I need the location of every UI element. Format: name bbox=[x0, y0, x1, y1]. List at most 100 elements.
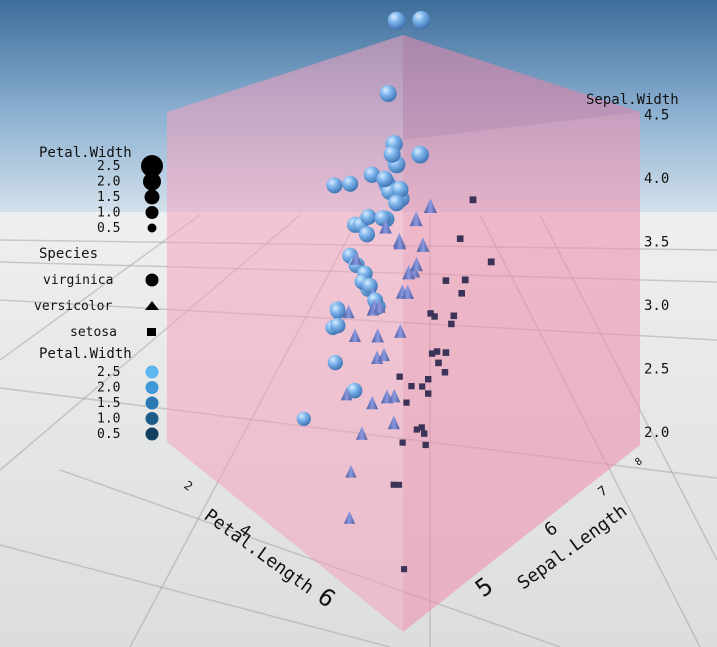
legend-color-label: 2.0 bbox=[97, 381, 120, 396]
legend-cone-icon bbox=[145, 301, 159, 310]
setosa-cube-point bbox=[442, 349, 450, 356]
virginica-sphere-point bbox=[360, 208, 377, 225]
setosa-cube-point bbox=[422, 441, 429, 449]
legend-size-marker bbox=[145, 206, 159, 219]
versicolor-cone-point bbox=[371, 328, 384, 343]
versicolor-cone-point bbox=[393, 235, 407, 250]
versicolor-cone-point bbox=[356, 426, 368, 440]
setosa-cube-point bbox=[427, 310, 434, 317]
setosa-cube-point bbox=[399, 439, 406, 446]
setosa-cube-point bbox=[487, 258, 495, 266]
legend-color-marker bbox=[145, 412, 159, 425]
virginica-sphere-point bbox=[326, 177, 343, 194]
setosa-cube-point bbox=[401, 566, 408, 573]
y-tick-label: 2.0 bbox=[644, 425, 669, 441]
legend-color-marker bbox=[145, 365, 159, 379]
legend-size-label: 0.5 bbox=[97, 221, 120, 236]
setosa-cube-point bbox=[441, 369, 449, 376]
versicolor-cone-point bbox=[342, 304, 355, 319]
virginica-sphere-point bbox=[391, 180, 409, 198]
y-axis-ticks: 2.0 2.5 3.0 3.5 4.0 4.5 bbox=[644, 108, 669, 442]
y-axis-label: Sepal.Width bbox=[586, 92, 679, 108]
virginica-sphere-point bbox=[379, 85, 397, 102]
setosa-cube-point bbox=[403, 399, 410, 406]
legend-color-label: 0.5 bbox=[97, 427, 120, 442]
virginica-sphere-point bbox=[330, 303, 346, 319]
versicolor-cone-point bbox=[402, 264, 416, 280]
setosa-cube-point bbox=[425, 390, 432, 397]
versicolor-cone-point bbox=[394, 323, 407, 338]
setosa-cube-point bbox=[433, 348, 441, 355]
floor-grid-line bbox=[0, 544, 391, 647]
virginica-sphere-point bbox=[330, 317, 346, 334]
versicolor-cone-point bbox=[345, 464, 357, 478]
versicolor-cone-point bbox=[343, 511, 356, 524]
setosa-cube-point bbox=[450, 312, 458, 320]
setosa-cube-point bbox=[390, 481, 397, 488]
z-tick-label: 8 bbox=[633, 456, 644, 468]
virginica-sphere-point bbox=[296, 411, 311, 426]
legend-title-size: Petal.Width bbox=[39, 145, 132, 161]
virginica-sphere-point bbox=[346, 382, 363, 399]
setosa-cube-point bbox=[428, 350, 436, 357]
floor-grid-line bbox=[0, 214, 201, 361]
versicolor-cone-point bbox=[423, 198, 437, 213]
versicolor-cone-point bbox=[366, 395, 379, 410]
virginica-sphere-point bbox=[383, 145, 401, 163]
setosa-cube-point bbox=[425, 376, 432, 383]
legend-species-label: setosa bbox=[70, 325, 117, 340]
setosa-cube-point bbox=[461, 276, 469, 284]
versicolor-cone-point bbox=[388, 388, 401, 403]
versicolor-cone-point bbox=[373, 298, 386, 313]
legend-size-label: 2.0 bbox=[97, 175, 120, 190]
y-tick-label: 3.5 bbox=[644, 235, 669, 251]
legend-color-marker bbox=[145, 396, 159, 410]
versicolor-cone-point bbox=[409, 211, 423, 227]
setosa-cube-point bbox=[396, 373, 403, 380]
legend-title-species: Species bbox=[39, 246, 98, 262]
versicolor-cone-point bbox=[350, 251, 362, 265]
versicolor-cone-point bbox=[349, 328, 361, 342]
setosa-cube-point bbox=[419, 383, 426, 390]
virginica-sphere-point bbox=[327, 355, 343, 371]
versicolor-cone-point bbox=[378, 347, 390, 362]
legend-color-marker bbox=[145, 381, 159, 394]
virginica-sphere-point bbox=[363, 166, 381, 183]
setosa-cube-point bbox=[418, 424, 425, 431]
setosa-cube-point bbox=[421, 430, 428, 437]
setosa-cube-point bbox=[458, 290, 465, 297]
virginica-sphere-point bbox=[374, 210, 391, 227]
virginica-sphere-point bbox=[376, 170, 394, 188]
y-tick-label: 3.0 bbox=[644, 298, 669, 314]
legend-size-label: 2.5 bbox=[97, 159, 120, 174]
virginica-sphere-point bbox=[388, 194, 405, 212]
legend-sphere-icon bbox=[145, 273, 159, 287]
y-tick-label: 4.5 bbox=[644, 108, 669, 124]
versicolor-cone-point bbox=[401, 284, 414, 299]
setosa-cube-point bbox=[431, 313, 438, 320]
setosa-cube-point bbox=[435, 359, 442, 367]
floor-grid-line bbox=[59, 469, 561, 647]
virginica-sphere-point bbox=[387, 11, 406, 30]
setosa-cube-point bbox=[469, 196, 477, 204]
legend-species-label: versicolor bbox=[34, 299, 112, 314]
virginica-sphere-point bbox=[412, 11, 431, 29]
legend-size-marker bbox=[143, 172, 161, 191]
versicolor-cone-point bbox=[340, 387, 353, 401]
y-tick-label: 4.0 bbox=[644, 171, 669, 187]
versicolor-cone-point bbox=[387, 415, 400, 430]
y-axis: Sepal.Width bbox=[586, 92, 679, 108]
legend-size-marker bbox=[141, 155, 163, 177]
setosa-cube-point bbox=[456, 235, 464, 242]
legend: Petal.Width2.52.01.51.00.5Speciesvirgini… bbox=[34, 145, 163, 442]
setosa-cube-point bbox=[396, 481, 403, 488]
legend-color-label: 1.0 bbox=[97, 412, 120, 427]
right-panel bbox=[403, 35, 640, 632]
virginica-sphere-point bbox=[411, 145, 430, 164]
versicolor-cone-point bbox=[379, 219, 392, 234]
legend-title-color: Petal.Width bbox=[39, 346, 132, 362]
virginica-sphere-point bbox=[358, 226, 375, 243]
legend-color-label: 1.5 bbox=[97, 396, 120, 411]
virginica-sphere-point bbox=[361, 277, 378, 294]
